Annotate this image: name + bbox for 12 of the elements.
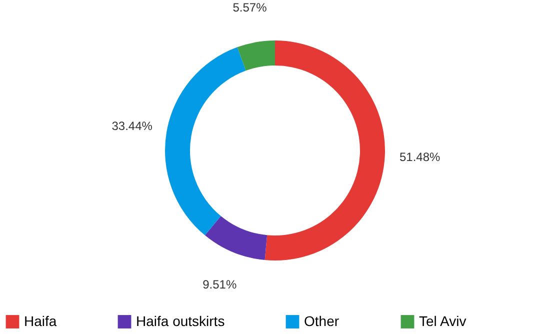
donut-slice — [204, 216, 268, 260]
data-label: 5.57% — [232, 0, 268, 15]
legend-label: Haifa outskirts — [136, 312, 225, 329]
legend-label: Tel Aviv — [419, 312, 466, 329]
data-label: 9.51% — [202, 278, 237, 292]
data-label: 33.44% — [112, 118, 153, 133]
legend-label: Other — [304, 312, 340, 329]
data-label: 51.48% — [399, 150, 441, 164]
donut-slice — [237, 40, 275, 71]
legend-label: Haifa — [24, 312, 57, 329]
donut-slice — [264, 40, 385, 260]
donut-slice — [165, 47, 246, 236]
